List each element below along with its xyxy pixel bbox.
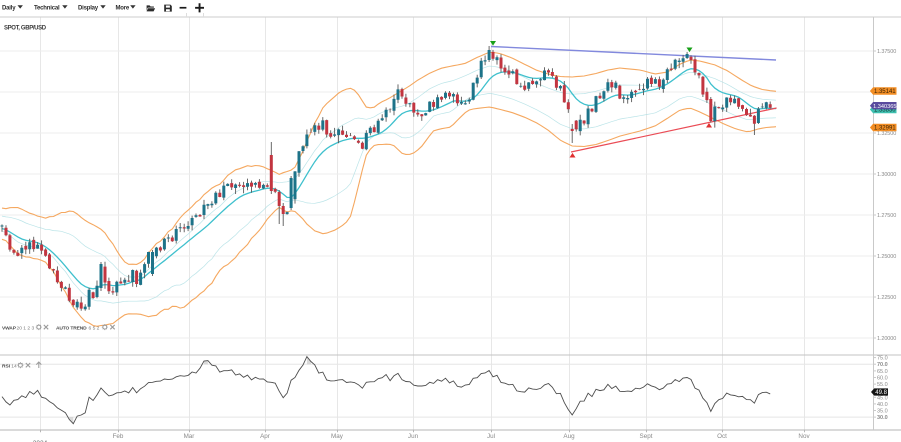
svg-text:More: More [116, 5, 130, 11]
svg-text:1.340365: 1.340365 [873, 104, 896, 110]
svg-text:1.33830: 1.33830 [874, 108, 896, 114]
svg-text:65.0: 65.0 [877, 369, 888, 375]
svg-text:RSI: RSI [2, 363, 11, 369]
svg-text:30.0: 30.0 [877, 415, 888, 421]
svg-text:Jun: Jun [408, 433, 419, 440]
svg-text:45.0: 45.0 [877, 395, 888, 401]
svg-text:Sept: Sept [640, 433, 653, 440]
svg-text:Technical: Technical [34, 5, 60, 11]
svg-text:May: May [331, 433, 344, 440]
svg-text:Daily: Daily [2, 5, 16, 11]
svg-text:AUTO TREND: AUTO TREND [56, 325, 87, 331]
svg-text:70.0: 70.0 [877, 362, 888, 368]
svg-text:40.0: 40.0 [877, 402, 888, 408]
svg-text:1.32991: 1.32991 [874, 126, 896, 132]
svg-text:Aug: Aug [563, 433, 575, 440]
svg-text:Apr: Apr [260, 433, 270, 440]
svg-text:Feb: Feb [113, 433, 124, 440]
svg-text:VWAP: VWAP [2, 325, 17, 331]
svg-text:6 5 2: 6 5 2 [89, 325, 100, 331]
svg-text:20 1 2 3: 20 1 2 3 [17, 325, 35, 331]
svg-text:SPOT, GBP/USD: SPOT, GBP/USD [4, 26, 47, 32]
svg-text:Nov: Nov [798, 433, 810, 440]
svg-text:55.0: 55.0 [877, 382, 888, 388]
svg-text:2024: 2024 [33, 440, 48, 442]
svg-text:35.0: 35.0 [877, 409, 888, 415]
svg-text:1.37500: 1.37500 [877, 49, 896, 55]
svg-text:1.35141: 1.35141 [874, 89, 896, 95]
svg-text:1.27500: 1.27500 [877, 213, 896, 219]
svg-text:1.30000: 1.30000 [877, 172, 896, 178]
svg-text:14: 14 [11, 363, 17, 369]
svg-text:49.8: 49.8 [875, 390, 887, 396]
svg-text:1.25000: 1.25000 [877, 254, 896, 260]
svg-text:60.0: 60.0 [877, 376, 888, 382]
svg-text:Mar: Mar [184, 433, 195, 440]
svg-text:75.0: 75.0 [877, 356, 888, 362]
svg-text:Jul: Jul [487, 433, 495, 440]
svg-text:Oct: Oct [717, 433, 727, 440]
svg-text:1.22500: 1.22500 [877, 295, 896, 301]
svg-text:1.32500: 1.32500 [877, 131, 896, 137]
svg-text:1.20000: 1.20000 [877, 336, 896, 342]
svg-text:Display: Display [78, 5, 99, 11]
